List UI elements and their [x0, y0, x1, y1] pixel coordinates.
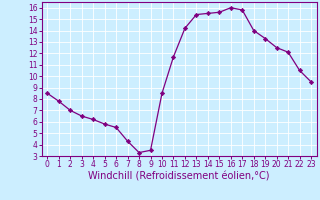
X-axis label: Windchill (Refroidissement éolien,°C): Windchill (Refroidissement éolien,°C) [88, 172, 270, 182]
